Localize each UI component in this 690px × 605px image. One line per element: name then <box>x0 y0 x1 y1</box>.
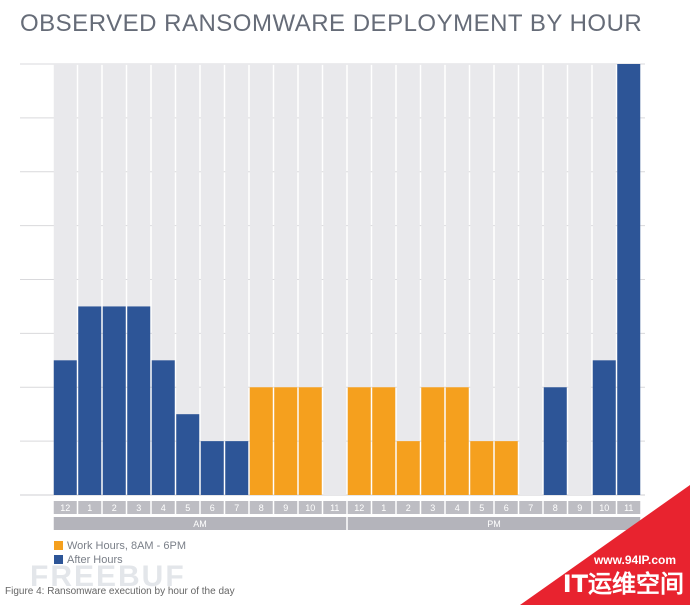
tick-label: 10 <box>305 503 315 513</box>
tick-box <box>421 501 445 514</box>
period-bands: AM PM <box>53 517 641 530</box>
period-band <box>347 517 641 530</box>
tick-label: 2 <box>406 503 411 513</box>
tick-box <box>53 501 77 514</box>
tick-label: 1 <box>87 503 92 513</box>
legend-after-swatch <box>54 555 63 564</box>
bar <box>225 441 249 495</box>
column-background <box>568 64 592 495</box>
period-label: PM <box>487 519 501 529</box>
tick-label: 2 <box>112 503 117 513</box>
bar <box>53 360 77 495</box>
tick-label: 11 <box>624 503 633 513</box>
column-background <box>176 64 200 495</box>
column-background <box>470 64 494 495</box>
x-tick-labels: 12 1 2 3 4 5 6 7 8 9 10 11 12 1 2 3 4 5 6 7 8 9 10 11 <box>53 501 641 514</box>
badge-url: www.94IP.com <box>593 553 676 567</box>
tick-box <box>568 501 592 514</box>
bar <box>543 387 567 495</box>
corner-watermark-badge: www.94IP.com IT运维空间 <box>520 485 690 605</box>
column-background <box>494 64 518 495</box>
tick-box <box>298 501 322 514</box>
tick-label: 10 <box>599 503 609 513</box>
bar <box>494 441 518 495</box>
bar <box>151 360 175 495</box>
tick-box <box>274 501 298 514</box>
tick-box <box>78 501 102 514</box>
tick-box <box>445 501 469 514</box>
column-background <box>200 64 224 495</box>
tick-label: 9 <box>283 503 288 513</box>
tick-label: 8 <box>553 503 558 513</box>
watermark-logo: FREEBUF <box>30 560 186 593</box>
tick-label: 1 <box>381 503 386 513</box>
column-background <box>225 64 249 495</box>
legend-work-hours: Work Hours, 8AM - 6PM <box>54 540 186 552</box>
column-background <box>396 64 420 495</box>
tick-label: 4 <box>161 503 166 513</box>
tick-box <box>617 501 641 514</box>
bar <box>78 306 102 495</box>
bar <box>421 387 445 495</box>
tick-box <box>470 501 494 514</box>
bar <box>470 441 494 495</box>
bar <box>200 441 224 495</box>
bar <box>592 360 616 495</box>
bar <box>249 387 273 495</box>
bar <box>372 387 396 495</box>
chart-title: OBSERVED RANSOMWARE DEPLOYMENT BY HOUR <box>20 10 643 37</box>
bar <box>617 64 641 495</box>
bar <box>176 414 200 495</box>
tick-label: 6 <box>504 503 509 513</box>
legend-after-label: After Hours <box>67 554 123 566</box>
bar <box>347 387 371 495</box>
tick-label: 8 <box>259 503 264 513</box>
bar <box>298 387 322 495</box>
tick-box <box>200 501 224 514</box>
tick-label: 5 <box>479 503 484 513</box>
tick-label: 9 <box>577 503 582 513</box>
tick-box <box>519 501 543 514</box>
tick-label: 12 <box>60 503 70 513</box>
column-background <box>323 64 347 495</box>
tick-box <box>151 501 175 514</box>
tick-label: 7 <box>234 503 239 513</box>
tick-box <box>249 501 273 514</box>
badge-triangle <box>520 485 690 605</box>
tick-label: 4 <box>455 503 460 513</box>
figure-caption: Figure 4: Ransomware execution by hour o… <box>5 586 235 597</box>
tick-label: 12 <box>354 503 364 513</box>
tick-box <box>347 501 371 514</box>
bar <box>102 306 126 495</box>
tick-box <box>176 501 200 514</box>
tick-box <box>372 501 396 514</box>
tick-box <box>592 501 616 514</box>
legend-work-label: Work Hours, 8AM - 6PM <box>67 540 186 552</box>
bar <box>127 306 151 495</box>
bar <box>396 441 420 495</box>
tick-label: 11 <box>330 503 339 513</box>
tick-box <box>494 501 518 514</box>
bar <box>445 387 469 495</box>
tick-label: 7 <box>528 503 533 513</box>
tick-label: 3 <box>136 503 141 513</box>
tick-box <box>102 501 126 514</box>
bars <box>53 64 641 495</box>
column-background <box>519 64 543 495</box>
tick-label: 6 <box>210 503 215 513</box>
tick-box <box>323 501 347 514</box>
bar-chart: 12 1 2 3 4 5 6 7 8 9 10 11 12 1 2 3 4 5 6 7 8 9 10 11 AM PM <box>20 63 645 530</box>
badge-text: IT运维空间 <box>562 570 684 598</box>
tick-box <box>543 501 567 514</box>
tick-label: 5 <box>185 503 190 513</box>
period-label: AM <box>193 519 207 529</box>
tick-box <box>396 501 420 514</box>
legend-work-swatch <box>54 541 63 550</box>
tick-box <box>127 501 151 514</box>
bar <box>274 387 298 495</box>
legend-after-hours: After Hours <box>54 554 123 566</box>
tick-box <box>225 501 249 514</box>
period-band <box>53 517 347 530</box>
tick-label: 3 <box>430 503 435 513</box>
